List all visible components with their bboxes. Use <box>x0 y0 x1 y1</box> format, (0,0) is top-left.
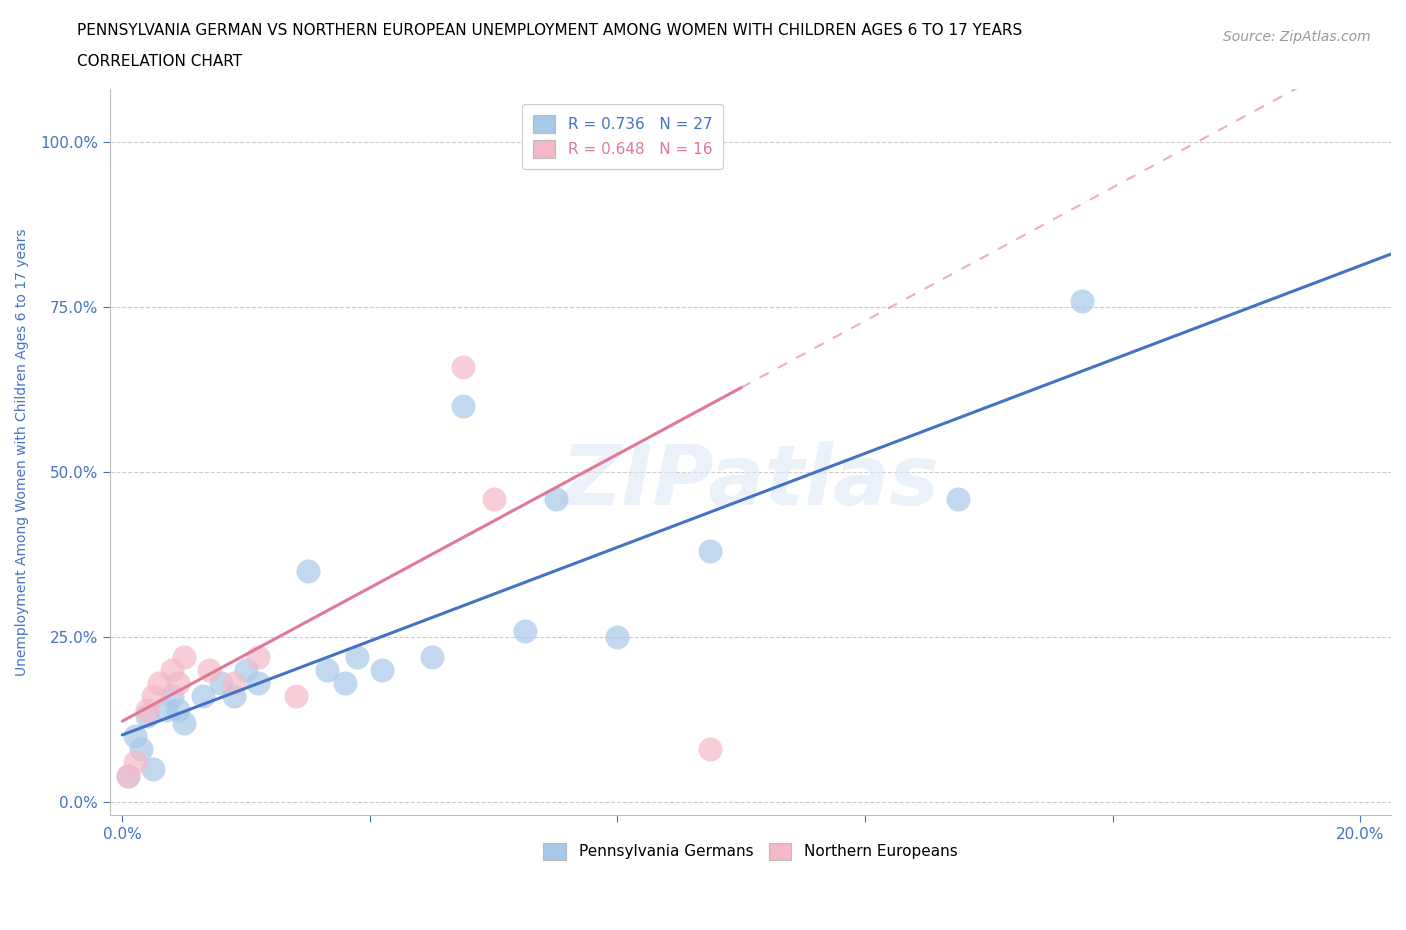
Point <box>371 663 394 678</box>
Point <box>198 663 221 678</box>
Text: PENNSYLVANIA GERMAN VS NORTHERN EUROPEAN UNEMPLOYMENT AMONG WOMEN WITH CHILDREN : PENNSYLVANIA GERMAN VS NORTHERN EUROPEAN… <box>77 23 1022 38</box>
Point <box>297 564 319 578</box>
Point <box>173 649 195 664</box>
Text: Source: ZipAtlas.com: Source: ZipAtlas.com <box>1223 30 1371 44</box>
Point <box>117 768 139 783</box>
Point <box>191 689 214 704</box>
Point <box>513 623 536 638</box>
Point <box>946 491 969 506</box>
Point <box>1070 293 1092 308</box>
Point <box>284 689 307 704</box>
Point <box>167 676 190 691</box>
Point <box>142 762 165 777</box>
Legend: Pennsylvania Germans, Northern Europeans: Pennsylvania Germans, Northern Europeans <box>534 833 966 870</box>
Point <box>167 702 190 717</box>
Point <box>315 663 337 678</box>
Point <box>155 702 177 717</box>
Point <box>173 715 195 730</box>
Point <box>699 544 721 559</box>
Point <box>606 630 628 644</box>
Point <box>117 768 139 783</box>
Point <box>136 709 159 724</box>
Point <box>346 649 368 664</box>
Y-axis label: Unemployment Among Women with Children Ages 6 to 17 years: Unemployment Among Women with Children A… <box>15 229 30 676</box>
Point <box>668 148 690 163</box>
Point <box>420 649 443 664</box>
Point <box>451 399 474 414</box>
Point <box>222 689 245 704</box>
Point <box>209 676 232 691</box>
Point <box>333 676 356 691</box>
Point <box>160 689 183 704</box>
Point <box>129 742 152 757</box>
Text: CORRELATION CHART: CORRELATION CHART <box>77 54 242 69</box>
Point <box>544 491 567 506</box>
Point <box>235 663 257 678</box>
Point <box>142 689 165 704</box>
Point <box>124 728 146 743</box>
Point <box>136 702 159 717</box>
Text: ZIPatlas: ZIPatlas <box>561 441 939 522</box>
Point <box>699 742 721 757</box>
Point <box>482 491 505 506</box>
Point <box>160 663 183 678</box>
Point <box>222 676 245 691</box>
Point <box>124 755 146 770</box>
Point <box>148 676 170 691</box>
Point <box>247 676 270 691</box>
Point <box>451 359 474 374</box>
Point <box>247 649 270 664</box>
